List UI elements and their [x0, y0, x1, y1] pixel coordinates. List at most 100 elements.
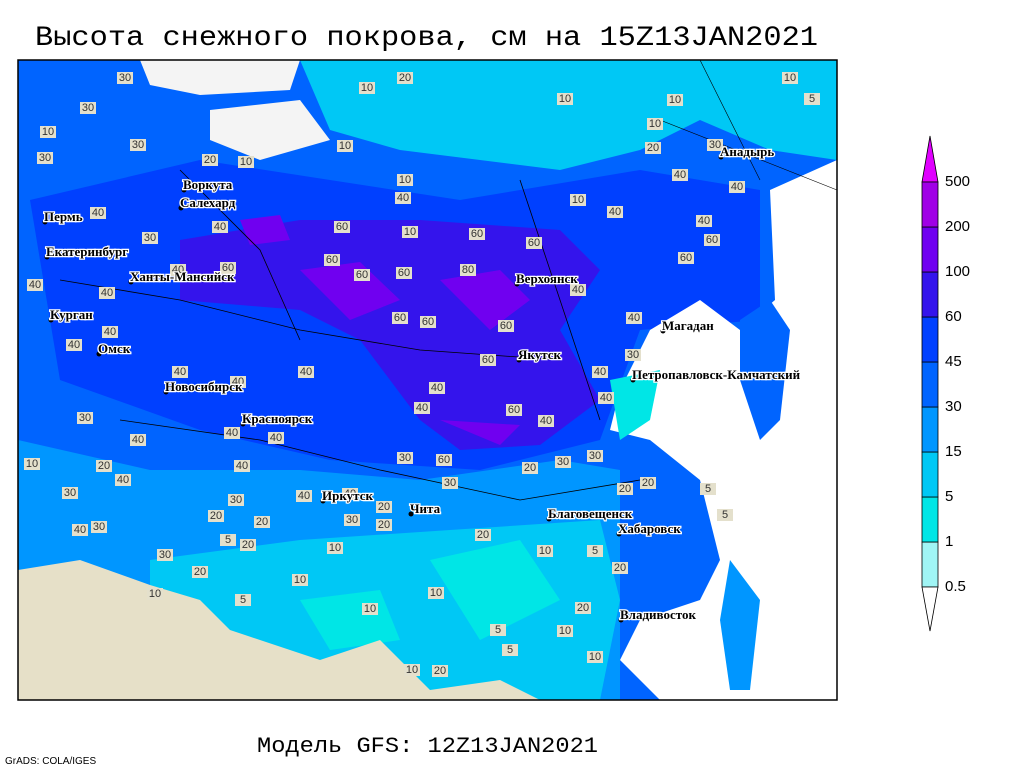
contour-label: 30: [79, 412, 91, 424]
snow-region: [720, 560, 760, 690]
contour-label: 20: [577, 602, 589, 614]
contour-label-box: [587, 450, 603, 462]
contour-label: 10: [42, 126, 54, 138]
contour-label-box: [99, 287, 115, 299]
colorbar-swatch: [921, 271, 939, 318]
city-label: Магадан: [662, 318, 714, 333]
contour-label: 60: [680, 252, 692, 264]
contour-label-box: [208, 510, 224, 522]
contour-label-box: [436, 454, 452, 466]
contour-label: 10: [559, 93, 571, 105]
contour-label: 10: [649, 118, 661, 130]
contour-label: 20: [194, 566, 206, 578]
colorbar-swatch: [921, 226, 939, 273]
contour-label: 40: [600, 392, 612, 404]
contour-label: 30: [709, 139, 721, 151]
contour-label: 60: [482, 354, 494, 366]
city-dot: [128, 279, 134, 285]
contour-label-box: [498, 320, 514, 332]
contour-label-box: [376, 501, 392, 513]
contour-label: 60: [706, 234, 718, 246]
contour-label: 40: [416, 402, 428, 414]
contour-label-box: [362, 603, 378, 615]
city-label: Красноярск: [242, 411, 313, 426]
contour-label: 30: [399, 452, 411, 464]
contour-label: 60: [222, 262, 234, 274]
contour-label-box: [354, 269, 370, 281]
contour-label-box: [254, 516, 270, 528]
contour-label: 40: [344, 488, 356, 500]
contour-label: 60: [508, 404, 520, 416]
contour-label: 5: [722, 509, 728, 521]
city-label: Екатеринбург: [46, 244, 128, 259]
contour-label: 10: [669, 94, 681, 106]
contour-label-box: [238, 156, 254, 168]
city-dot: [660, 328, 666, 334]
contour-label: 20: [378, 519, 390, 531]
city-label: Владивосток: [620, 607, 696, 622]
contour-label: 30: [132, 139, 144, 151]
contour-label-box: [469, 228, 485, 240]
contour-label: 40: [132, 434, 144, 446]
colorbar-swatch: [921, 361, 939, 408]
contour-label: 20: [647, 142, 659, 154]
contour-label: 40: [29, 279, 41, 291]
contour-label-box: [157, 549, 173, 561]
contour-label: 60: [422, 316, 434, 328]
contour-label: 30: [557, 456, 569, 468]
city-label: Хабаровск: [618, 521, 681, 536]
contour-label: 40: [68, 339, 80, 351]
city-label: Петропавловск-Камчатский: [632, 367, 801, 382]
contour-label: 30: [444, 477, 456, 489]
contour-label: 10: [406, 664, 418, 676]
contour-label-box: [707, 139, 723, 151]
contour-label: 40: [172, 264, 184, 276]
city-dot: [320, 498, 326, 504]
colorbar-label: 60: [945, 308, 962, 325]
contour-label-box: [617, 483, 633, 495]
contour-label: 10: [404, 226, 416, 238]
contour-label-box: [460, 264, 476, 276]
contour-label-box: [170, 264, 186, 276]
contour-label-box: [344, 514, 360, 526]
city-dot: [178, 205, 184, 211]
colorbar-label: 200: [945, 218, 970, 235]
contour-label-box: [598, 392, 614, 404]
contour-label-box: [414, 402, 430, 414]
city-dot: [616, 531, 622, 537]
contour-label-box: [147, 588, 163, 600]
contour-label: 40: [397, 192, 409, 204]
contour-label: 40: [74, 524, 86, 536]
contour-label: 10: [430, 587, 442, 599]
contour-label-box: [392, 312, 408, 324]
contour-label-box: [77, 412, 93, 424]
city-label: Чита: [410, 501, 441, 516]
contour-label-box: [575, 602, 591, 614]
contour-label-box: [678, 252, 694, 264]
contour-label-box: [397, 72, 413, 84]
city-dot: [44, 254, 50, 260]
snow-region: [740, 300, 790, 440]
contour-label: 10: [589, 651, 601, 663]
contour-label-box: [102, 326, 118, 338]
contour-label: 40: [226, 427, 238, 439]
contour-label: 20: [614, 562, 626, 574]
contour-label-box: [612, 562, 628, 574]
contour-label: 60: [356, 269, 368, 281]
contour-label-box: [327, 542, 343, 554]
contour-label: 30: [144, 232, 156, 244]
contour-label-box: [24, 458, 40, 470]
contour-label-box: [647, 118, 663, 130]
contour-label-box: [40, 126, 56, 138]
contour-label: 40: [236, 460, 248, 472]
contour-label: 60: [398, 267, 410, 279]
contour-label-box: [717, 509, 733, 521]
contour-label-box: [696, 215, 712, 227]
contour-label-box: [626, 312, 642, 324]
contour-label: 20: [242, 539, 254, 551]
city-dot: [718, 154, 724, 160]
contour-label: 10: [364, 603, 376, 615]
city-dot: [48, 317, 54, 323]
contour-label: 10: [26, 458, 38, 470]
